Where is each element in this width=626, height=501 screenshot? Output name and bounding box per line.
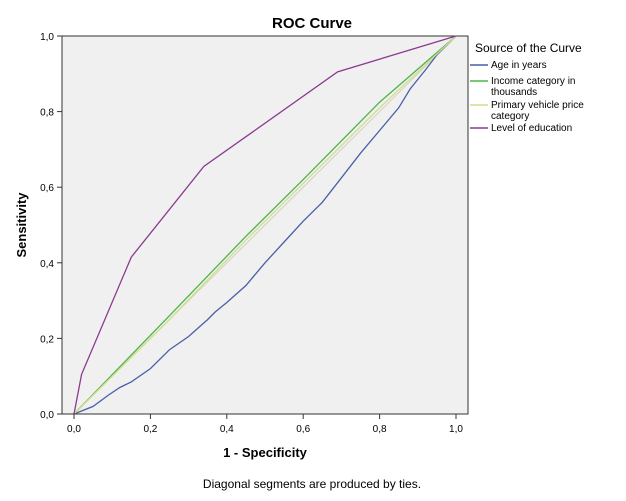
legend-label-2: Income category in thousands (491, 76, 576, 98)
series-line-1 (73, 35, 457, 415)
y-tick-label: 1,0 (40, 32, 54, 43)
x-axis-title: 1 - Specificity (223, 445, 308, 460)
legend-label-4: Level of education (491, 123, 572, 134)
y-tick-label: 0,8 (40, 108, 54, 119)
y-tick-label: 0,6 (40, 183, 54, 194)
y-axis-title: Sensitivity (14, 192, 29, 258)
x-tick-label: 0,8 (373, 424, 387, 435)
series-lines (73, 35, 457, 415)
legend-label-1: Age in years (491, 60, 547, 71)
x-tick-label: 0,6 (296, 424, 310, 435)
x-tick-label: 0,2 (143, 424, 157, 435)
series-line-3 (73, 35, 457, 415)
legend-title: Source of the Curve (475, 41, 582, 55)
y-tick-label: 0,2 (40, 334, 54, 345)
y-tick-label: 0,4 (40, 259, 54, 270)
x-axis: 0,0 0,2 0,4 0,6 0,8 1,0 (62, 413, 468, 435)
chart-title: ROC Curve (272, 15, 352, 32)
legend-label-3: Primary vehicle price category (491, 100, 584, 122)
series-line-2 (73, 35, 457, 415)
footnote: Diagonal segments are produced by ties. (203, 477, 421, 491)
x-tick-label: 1,0 (449, 424, 463, 435)
y-axis: 0,0 0,2 0,4 0,6 0,8 1,0 (40, 32, 63, 421)
x-tick-label: 0,4 (220, 424, 234, 435)
y-tick-label: 0,0 (40, 410, 54, 421)
x-tick-label: 0,0 (67, 424, 81, 435)
series-line-4 (73, 35, 457, 415)
legend: Source of the Curve Age in years Income c… (470, 41, 584, 134)
